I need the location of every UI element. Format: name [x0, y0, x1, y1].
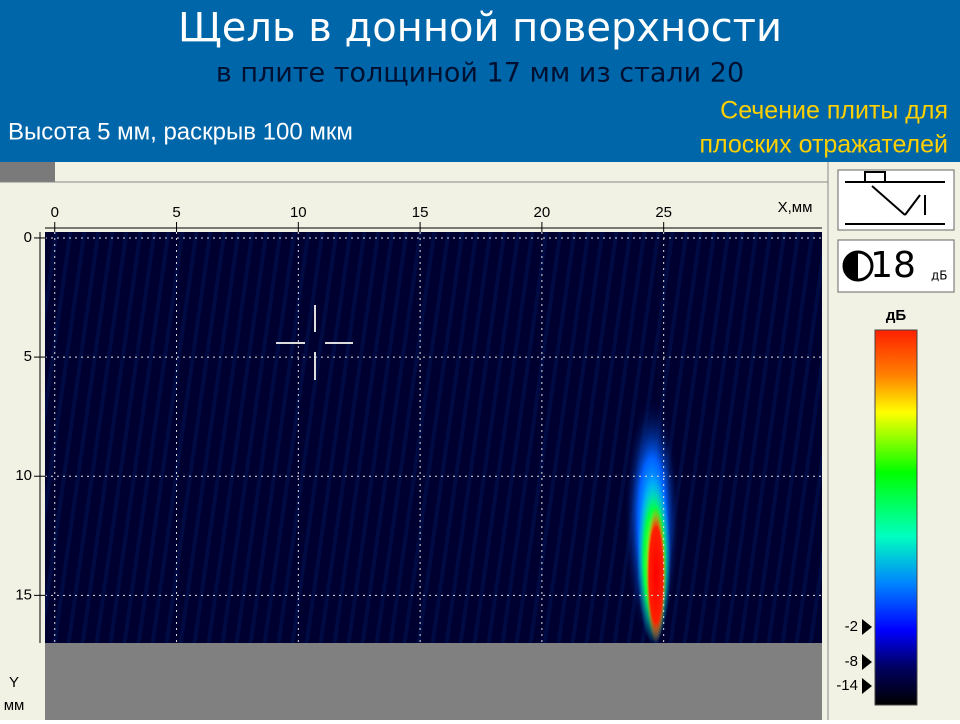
app-toolbar-block [0, 162, 55, 182]
y-axis-label: Y [9, 674, 19, 691]
colorbar-label: -14 [836, 677, 858, 694]
contrast-icon [844, 252, 858, 280]
x-tick-label: 0 [51, 204, 59, 221]
right-note: Сечение плиты для [720, 97, 948, 125]
colorbar-title: дБ [886, 307, 907, 324]
right-note: плоских отражателей [699, 131, 948, 159]
x-tick-label: 20 [534, 204, 551, 221]
scan-below-plate [45, 643, 822, 720]
subtitle: в плите толщиной 17 мм из стали 20 [216, 58, 744, 89]
probe-icon [845, 171, 945, 225]
scan-image [45, 232, 822, 643]
y-tick-label: 5 [24, 348, 32, 365]
colorbar-marker [862, 678, 872, 694]
x-tick-label: 10 [290, 204, 307, 221]
title: Щель в донной поверхности [178, 5, 782, 51]
y-tick-label: 10 [15, 467, 32, 484]
x-axis-label: X,мм [778, 199, 813, 216]
y-tick-label: 0 [24, 229, 32, 246]
left-note: Высота 5 мм, раскрыв 100 мкм [8, 118, 353, 145]
colorbar [874, 329, 918, 706]
colorbar-label: -2 [845, 618, 858, 635]
colorbar-label: -8 [845, 653, 858, 670]
x-tick-label: 5 [172, 204, 180, 221]
gain-value: 18 [870, 245, 916, 286]
y-tick-label: 15 [15, 586, 32, 603]
echo-signal [646, 507, 666, 643]
colorbar-marker [862, 619, 872, 635]
y-axis-label: мм [4, 697, 25, 714]
gain-unit: дБ [931, 269, 948, 283]
x-tick-label: 15 [412, 204, 429, 221]
header-band [0, 0, 960, 162]
x-tick-label: 25 [655, 204, 672, 221]
colorbar-marker [862, 654, 872, 670]
probe-icon-box [837, 169, 955, 231]
